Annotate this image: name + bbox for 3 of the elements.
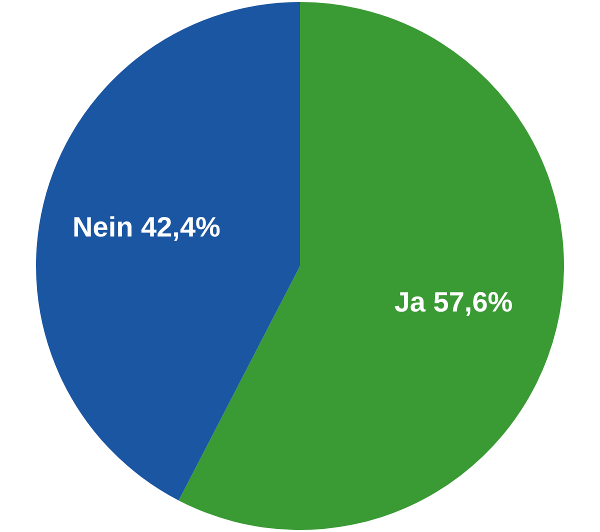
pie-slice [36, 2, 300, 500]
slice-label: Nein 42,4% [72, 212, 221, 243]
slice-label: Ja 57,6% [394, 286, 513, 318]
